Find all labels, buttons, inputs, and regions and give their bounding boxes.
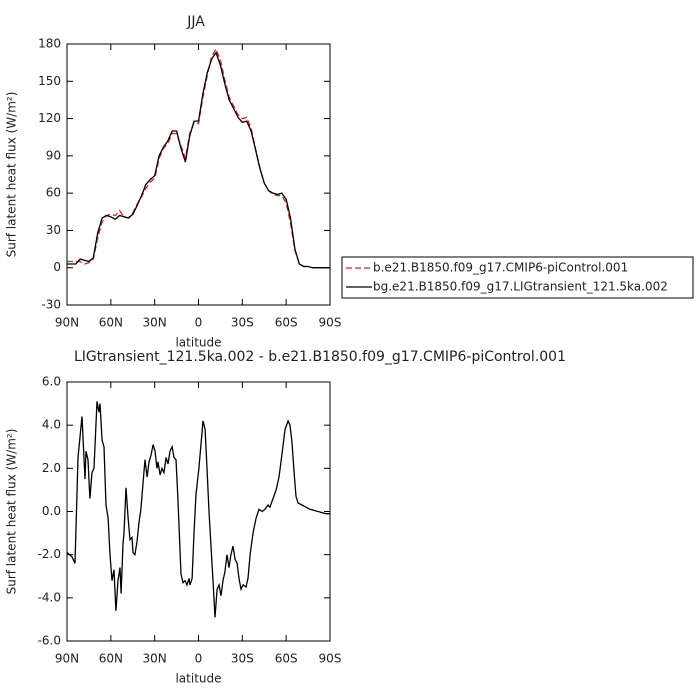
x-tick-label: 90N: [55, 316, 79, 330]
y-tick-label: 6.0: [42, 375, 61, 389]
y-tick-label: 4.0: [42, 418, 61, 432]
data-line: [66, 401, 330, 618]
data-line: [67, 51, 330, 269]
x-tick-label: 0: [195, 652, 203, 666]
y-tick-label: 180: [38, 37, 61, 51]
x-tick-label: 90N: [55, 652, 79, 666]
y-tick-label: 2.0: [42, 461, 61, 475]
legend-box: [341, 256, 694, 299]
plot-frame: [66, 43, 331, 306]
x-tick-label: 90S: [319, 652, 342, 666]
y-tick-label: -4.0: [38, 590, 61, 604]
x-tick-label: 0: [195, 316, 203, 330]
y-tick-label: 60: [46, 186, 61, 200]
y-tick-label: 30: [46, 223, 61, 237]
y-axis-label: Surf latent heat flux (W/m²): [5, 92, 19, 258]
y-axis-label: Surf latent heat flux (W/m²): [5, 429, 19, 595]
legend-label: bg.e21.B1850.f09_g17.LIGtransient_121.5k…: [373, 280, 668, 294]
y-tick-label: 90: [46, 148, 61, 162]
y-tick-label: -2.0: [38, 547, 61, 561]
x-tick-label: 60N: [99, 652, 123, 666]
x-tick-label: 90S: [319, 316, 342, 330]
y-tick-label: 150: [38, 74, 61, 88]
legend-label: b.e21.B1850.f09_g17.CMIP6-piControl.001: [373, 261, 628, 275]
x-tick-label: 30N: [143, 316, 167, 330]
y-tick-label: 0.0: [42, 504, 61, 518]
chart-title: LIGtransient_121.5ka.002 - b.e21.B1850.f…: [74, 349, 566, 365]
x-tick-label: 30N: [143, 652, 167, 666]
y-tick-label: 120: [38, 111, 61, 125]
x-axis-label: latitude: [175, 336, 221, 350]
y-tick-label: -30: [41, 298, 61, 312]
x-tick-label: 60S: [275, 652, 298, 666]
x-tick-label: 30S: [231, 316, 254, 330]
x-tick-label: 60N: [99, 316, 123, 330]
x-tick-label: 60S: [275, 316, 298, 330]
x-tick-label: 30S: [231, 652, 254, 666]
chart-title: JJA: [186, 14, 205, 30]
x-axis-label: latitude: [175, 672, 221, 686]
y-tick-label: 0: [53, 260, 61, 274]
data-line: [67, 47, 330, 269]
y-tick-label: -6.0: [38, 634, 61, 648]
